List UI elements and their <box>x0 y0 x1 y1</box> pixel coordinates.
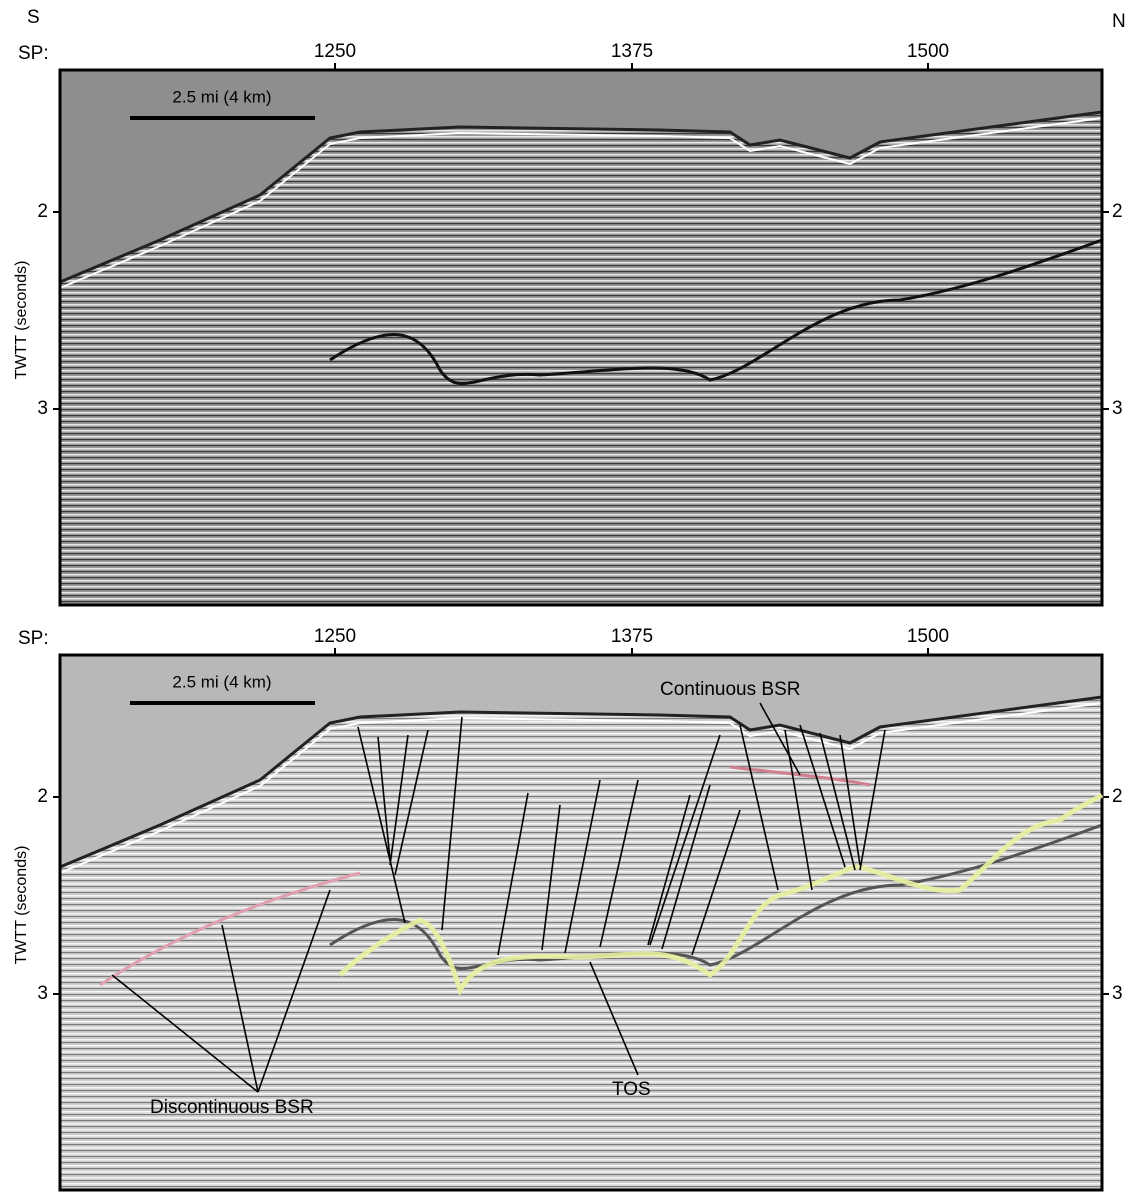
panel-frame <box>58 653 1104 1192</box>
seismic-panel <box>58 68 1104 607</box>
fault <box>599 779 639 948</box>
y-tick-label-right: 3 <box>1112 398 1123 419</box>
fault <box>394 729 429 876</box>
fault <box>819 732 856 871</box>
fault <box>661 784 711 950</box>
x-tick-label: 1375 <box>611 41 653 62</box>
interpretation <box>99 716 1104 997</box>
y-axis-label: TWTT (seconds) <box>13 846 30 965</box>
fault <box>647 794 691 946</box>
fault <box>799 724 846 868</box>
y-axis-label: TWTT (seconds) <box>13 261 30 380</box>
fault <box>649 734 721 946</box>
scale-bar-label: 2.5 mi (4 km) <box>172 87 271 106</box>
leader <box>759 702 801 776</box>
fault <box>691 809 741 956</box>
seafloor-echo <box>59 702 1103 874</box>
leader <box>221 924 259 1093</box>
north-label: N <box>1112 11 1126 32</box>
fault <box>839 734 861 866</box>
x-tick-label: 1250 <box>314 626 356 647</box>
leader <box>111 974 259 1093</box>
y-tick-label-right: 3 <box>1112 983 1123 1004</box>
bsr-discontinuous <box>99 871 361 987</box>
y-tick-label-right: 2 <box>1112 201 1123 222</box>
annotation: TOS <box>612 1079 651 1100</box>
fault <box>739 724 779 891</box>
sp-label: SP: <box>18 43 49 64</box>
y-tick-label-right: 2 <box>1112 786 1123 807</box>
fault <box>564 779 601 954</box>
annotation: Continuous BSR <box>660 679 800 700</box>
bsr-continuous <box>729 765 871 787</box>
y-tick-label-left: 2 <box>37 786 48 807</box>
y-tick-label-left: 3 <box>37 398 48 419</box>
fault <box>357 726 406 924</box>
seafloor-echo <box>59 117 1103 289</box>
x-tick-label: 1250 <box>314 41 356 62</box>
south-label: S <box>27 7 40 28</box>
fault <box>377 736 391 861</box>
reflector <box>329 823 1103 971</box>
y-tick-label-left: 3 <box>37 983 48 1004</box>
fault <box>541 804 561 951</box>
leader <box>257 889 331 1093</box>
panel-frame <box>58 68 1104 607</box>
reflector <box>329 238 1103 386</box>
seafloor <box>59 110 1103 284</box>
seafloor <box>59 695 1103 869</box>
seismic-panel <box>58 653 1104 1192</box>
annotation: Discontinuous BSR <box>150 1097 314 1118</box>
fault <box>859 729 886 871</box>
fault <box>441 716 463 931</box>
sp-label: SP: <box>18 628 49 649</box>
y-tick-label-left: 2 <box>37 201 48 222</box>
fault <box>389 734 409 866</box>
water-column <box>60 655 1102 867</box>
tos-horizon <box>338 792 1104 997</box>
x-tick-label: 1500 <box>907 41 949 62</box>
leader <box>589 961 639 1076</box>
fault <box>497 792 529 956</box>
scale-bar-label: 2.5 mi (4 km) <box>172 672 271 691</box>
x-tick-label: 1375 <box>611 626 653 647</box>
water-column <box>60 70 1102 282</box>
x-tick-label: 1500 <box>907 626 949 647</box>
